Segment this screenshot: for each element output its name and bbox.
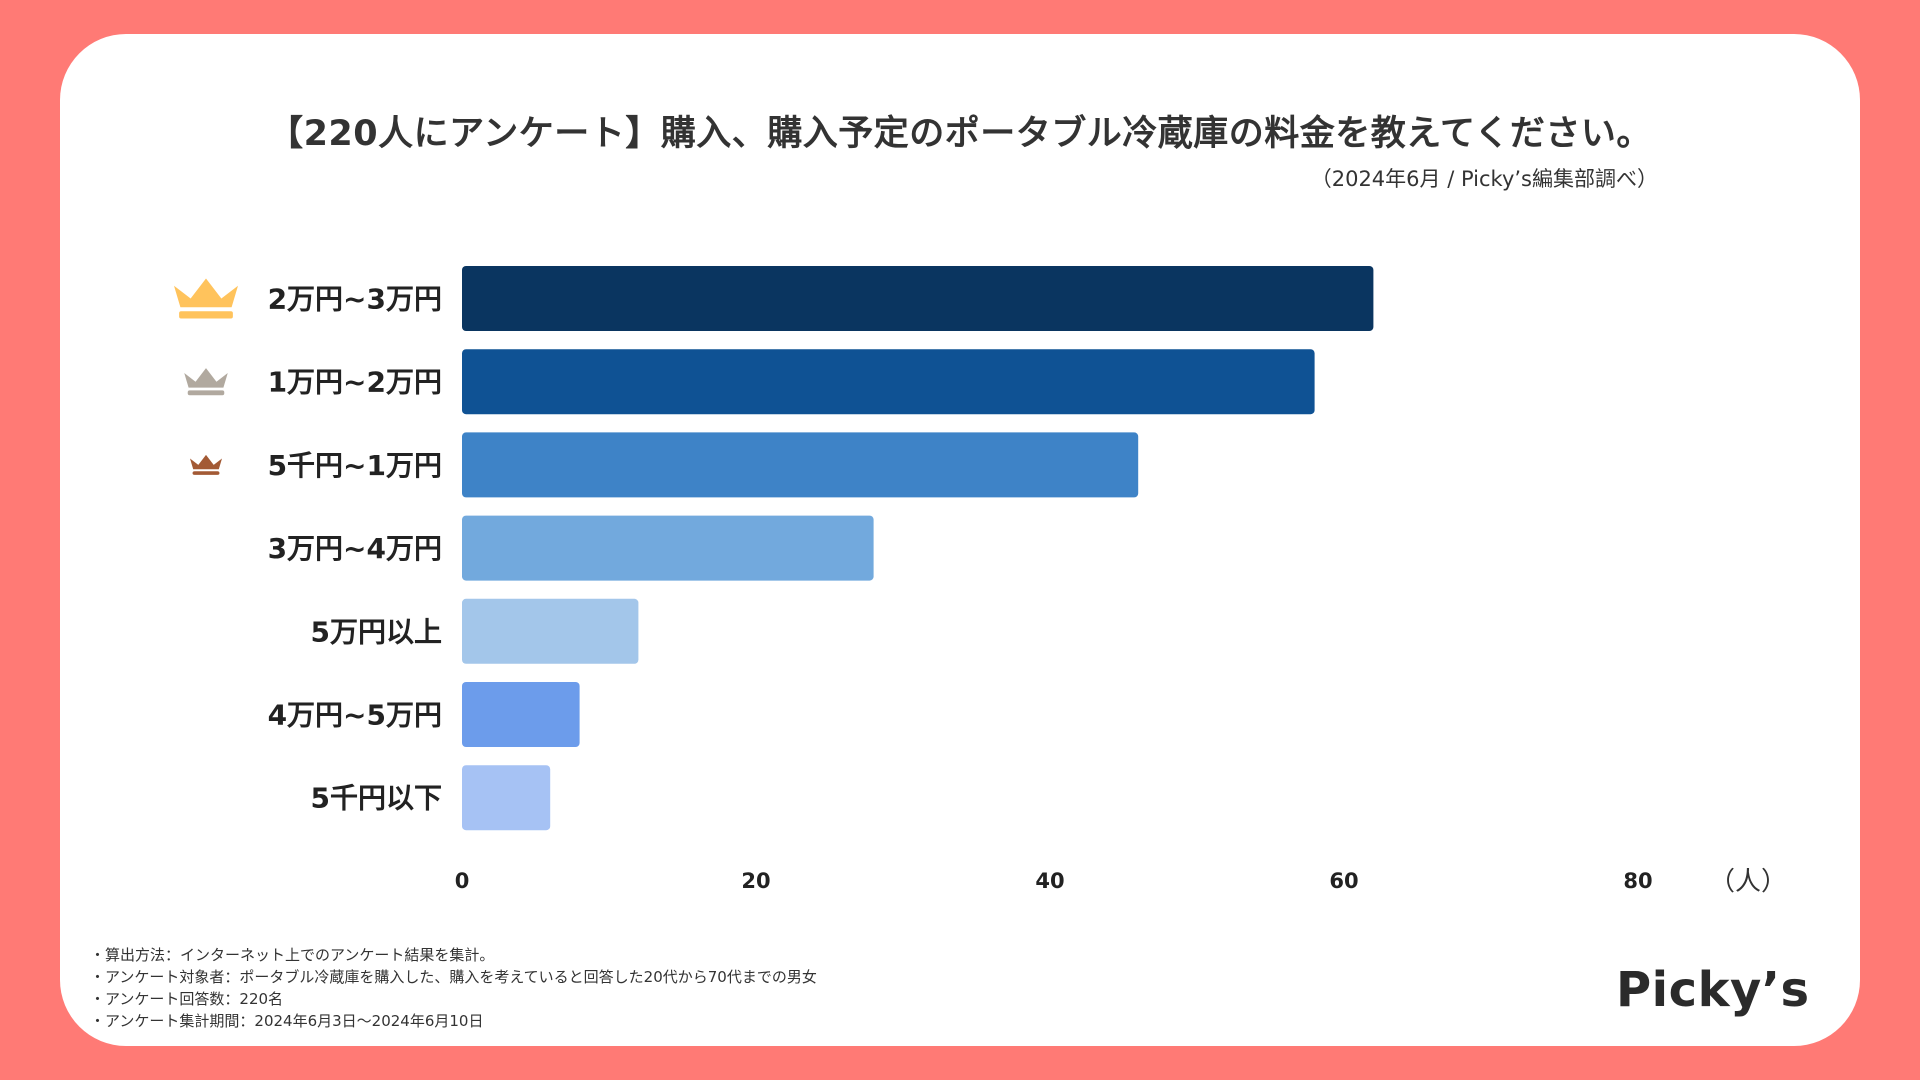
- card-panel: [60, 34, 1860, 1046]
- bar-2: [462, 349, 1315, 415]
- x-tick-60: 60: [1329, 869, 1358, 893]
- bar-3: [462, 432, 1139, 498]
- bar-1: [462, 266, 1374, 331]
- category-label-6: 4万円~5万円: [268, 699, 442, 732]
- note-target: ・アンケート対象者：ポータブル冷蔵庫を購入した、購入を考えていると回答した20代…: [90, 968, 817, 986]
- x-axis-unit: （人）: [1709, 867, 1787, 897]
- chart-title: 【220人にアンケート】購入、購入予定のポータブル冷蔵庫の料金を教えてください。: [268, 114, 1652, 154]
- note-method: ・算出方法：インターネット上でのアンケート結果を集計。: [90, 946, 495, 964]
- note-count: ・アンケート回答数：220名: [90, 990, 284, 1008]
- pickys-logo: Picky’s: [1616, 962, 1810, 1018]
- note-period: ・アンケート集計期間：2024年6月3日〜2024年6月10日: [90, 1012, 484, 1030]
- category-label-5: 5万円以上: [311, 615, 442, 648]
- silver-crown-icon: [184, 368, 228, 396]
- survey-notes: ・算出方法：インターネット上でのアンケート結果を集計。 ・アンケート対象者：ポー…: [90, 944, 817, 1032]
- category-label-7: 5千円以下: [311, 782, 442, 815]
- x-tick-0: 0: [455, 869, 470, 893]
- x-tick-40: 40: [1035, 869, 1064, 893]
- category-label-3: 5千円~1万円: [268, 449, 442, 482]
- category-label-1: 2万円~3万円: [268, 283, 442, 316]
- source-note: （2024年6月 / Picky’s編集部調べ）: [1310, 167, 1658, 191]
- bar-6: [462, 682, 580, 747]
- bar-4: [462, 515, 874, 581]
- bar-5: [462, 598, 639, 664]
- x-tick-20: 20: [741, 869, 770, 893]
- category-label-2: 1万円~2万円: [268, 366, 442, 399]
- gold-crown-icon: [174, 278, 238, 319]
- x-tick-80: 80: [1623, 869, 1652, 893]
- bronze-crown-icon: [190, 454, 222, 475]
- category-label-4: 3万円~4万円: [268, 532, 442, 565]
- bar-7: [462, 765, 551, 831]
